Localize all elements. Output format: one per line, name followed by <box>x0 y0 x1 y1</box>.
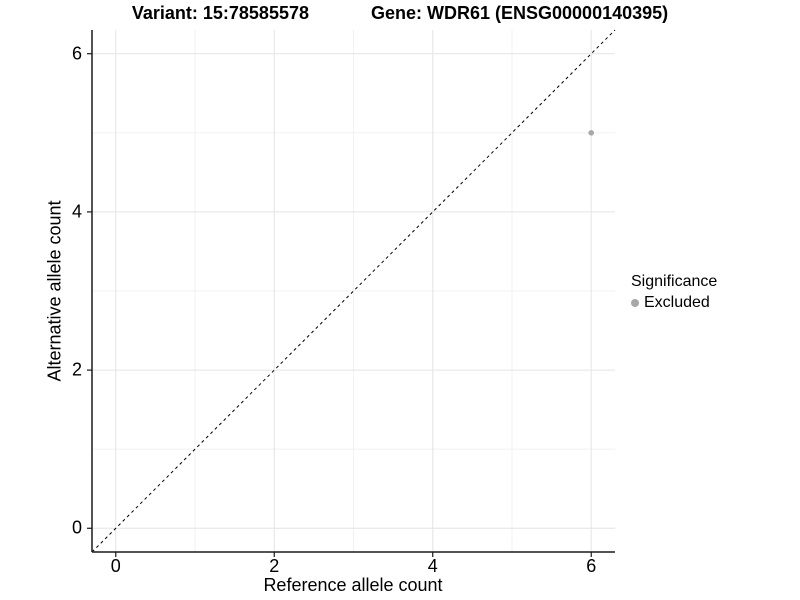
y-axis-title: Alternative allele count <box>44 200 65 382</box>
y-tick-label-2: 4 <box>71 201 82 222</box>
legend-title: Significance <box>631 273 718 290</box>
y-tick-label-0: 0 <box>71 517 82 538</box>
y-tick-label-3: 6 <box>71 43 82 64</box>
x-tick-label-0: 0 <box>110 556 121 576</box>
legend-item-excluded: Excluded <box>631 293 717 312</box>
y-tick-label-1: 2 <box>71 359 82 380</box>
plot-canvas <box>87 29 616 557</box>
data-point <box>588 130 595 136</box>
x-tick-label-3: 6 <box>586 556 597 576</box>
x-tick-label-2: 4 <box>427 556 438 576</box>
x-axis-title: Reference allele count <box>263 575 443 595</box>
x-tick-label-1: 2 <box>269 556 280 576</box>
legend-item-label: Excluded <box>644 294 710 311</box>
variant-title: Variant: 15:78585578 <box>131 3 309 23</box>
plot-panel <box>87 29 616 557</box>
legend: Significance Excluded <box>631 272 717 312</box>
legend-point-icon <box>631 298 639 307</box>
plot-title-row: Variant: 15:78585578 Gene: WDR61 (ENSG00… <box>0 3 800 24</box>
gene-title: Gene: WDR61 (ENSG00000140395) <box>371 3 669 23</box>
